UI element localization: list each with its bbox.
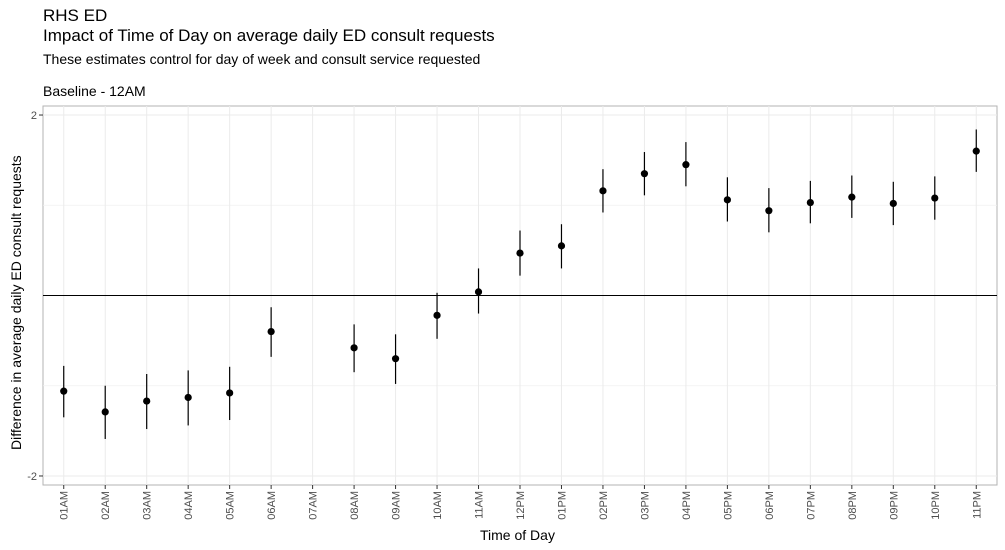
- data-point: [184, 393, 192, 402]
- x-tick-label: 07PM: [805, 491, 817, 520]
- x-tick-label: 12PM: [515, 491, 527, 520]
- data-point: [516, 249, 524, 257]
- data-point: [267, 327, 275, 336]
- chart-subtitle: These estimates control for day of week …: [43, 51, 481, 67]
- data-point: [60, 387, 68, 395]
- x-tick-label: 09AM: [391, 491, 403, 520]
- chart-title: RHS ED: [43, 6, 108, 25]
- x-tick-label: 03AM: [142, 491, 154, 520]
- data-point: [848, 193, 856, 201]
- x-tick-label: 02AM: [100, 491, 112, 520]
- x-tick-label: 04PM: [681, 491, 693, 520]
- x-tick-label: 06PM: [764, 491, 776, 520]
- y-tick-label: 2: [31, 110, 37, 122]
- data-point: [599, 187, 607, 195]
- data-point: [889, 199, 897, 208]
- x-tick-label: 08AM: [349, 491, 361, 520]
- x-tick-label: 02PM: [598, 491, 610, 520]
- data-point: [972, 147, 980, 155]
- data-point: [765, 207, 773, 215]
- x-tick-label: 11PM: [971, 491, 983, 519]
- x-tick-label: 08PM: [847, 491, 859, 520]
- x-tick-label: 05PM: [722, 491, 734, 520]
- data-point: [557, 242, 566, 250]
- data-point: [723, 196, 731, 204]
- data-point: [101, 408, 109, 416]
- chart-caption: Baseline - 12AM: [43, 83, 146, 99]
- y-tick-label: -2: [27, 471, 37, 483]
- data-point: [226, 389, 234, 397]
- data-point: [682, 161, 690, 169]
- x-tick-label: 11AM: [474, 491, 486, 519]
- x-tick-label: 01PM: [556, 491, 568, 520]
- x-tick-label: 06AM: [266, 491, 278, 520]
- data-point: [433, 311, 441, 319]
- x-axis-label: Time of Day: [480, 527, 555, 543]
- x-tick-label: 10PM: [930, 491, 942, 520]
- data-point: [474, 288, 483, 296]
- x-tick-label: 05AM: [225, 491, 237, 520]
- x-tick-label: 03PM: [639, 491, 651, 520]
- data-point: [350, 344, 358, 352]
- data-point: [640, 170, 649, 178]
- x-tick-label: 09PM: [888, 491, 900, 520]
- x-tick-label: 07AM: [308, 491, 320, 520]
- data-point: [931, 194, 939, 202]
- chart-subtitle-main: Impact of Time of Day on average daily E…: [43, 26, 495, 45]
- x-tick-label: 01AM: [59, 491, 71, 520]
- data-point: [806, 198, 814, 207]
- x-tick-label: 10AM: [432, 491, 444, 520]
- data-point: [143, 397, 151, 405]
- x-tick-label: 04AM: [183, 491, 195, 520]
- data-point: [391, 355, 400, 363]
